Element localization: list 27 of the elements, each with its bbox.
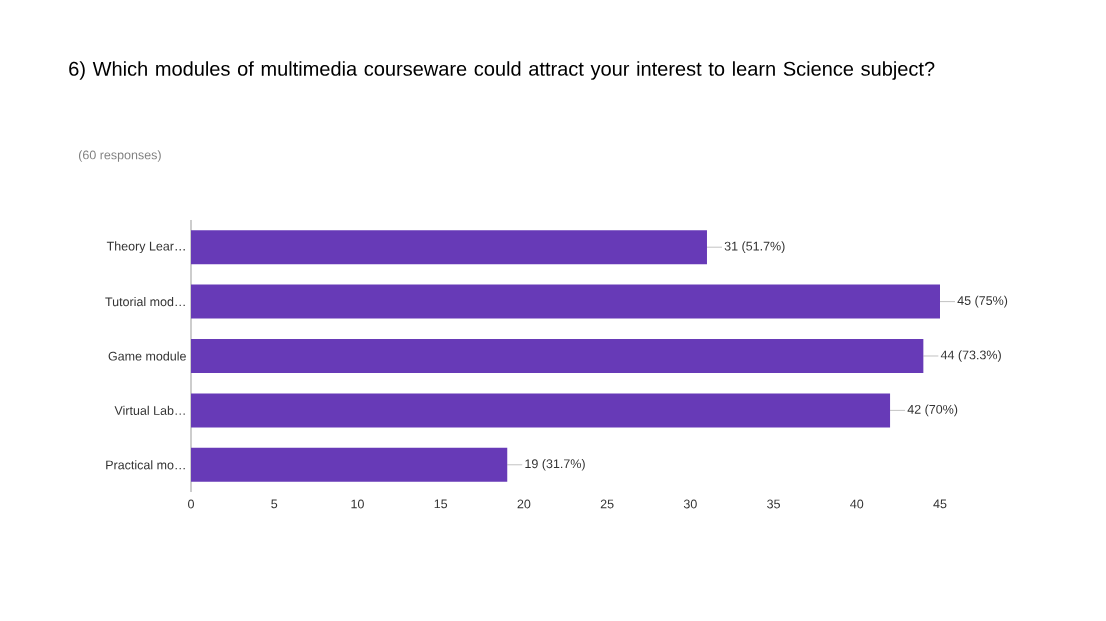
chart-title: 6) Which modules of multimedia courseware could attract your interest to learn Science subject? [69,61,935,80]
data-label: 45 (75%) [957,295,1008,308]
data-label: 42 (70%) [907,404,958,417]
x-tick-label: 20 [517,499,531,509]
data-label: 31 (51.7%) [724,241,785,254]
y-tick-label: Theory Lear… [106,241,185,254]
data-label: 44 (73.3%) [940,350,1001,362]
x-tick-label: 35 [767,499,780,509]
x-tick-label: 5 [271,499,278,509]
y-tick-label: Tutorial mod… [105,297,185,307]
y-tick-label: Practical mo… [106,460,185,470]
bar [191,393,891,428]
bar [191,447,508,482]
x-tick-label: 15 [434,499,448,509]
bar [191,284,940,319]
x-tick-label: 10 [351,499,364,509]
data-label: 19 (31.7%) [525,458,585,471]
bar [191,338,924,373]
y-tick-label: Game module [108,351,186,361]
x-tick-label: 30 [683,499,697,509]
x-tick-label: 25 [600,499,614,509]
y-tick-label: Virtual Lab… [114,405,185,415]
x-tick-label: 45 [933,499,947,509]
chart-subtitle: (60 responses) [78,150,161,162]
x-tick-label: 40 [850,499,864,509]
x-tick-label: 0 [188,499,194,509]
bar [191,230,707,265]
